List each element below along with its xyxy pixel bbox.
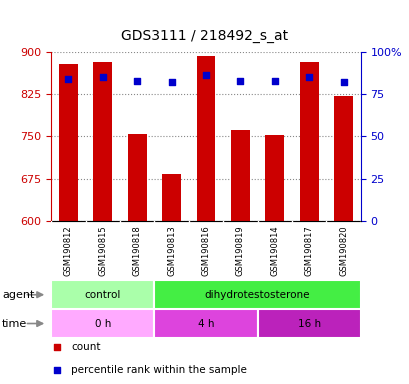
Text: 0 h: 0 h xyxy=(94,318,111,329)
Bar xyxy=(154,280,360,309)
Bar xyxy=(230,129,249,221)
Text: 16 h: 16 h xyxy=(297,318,320,329)
Text: GSM190815: GSM190815 xyxy=(98,225,107,276)
Bar xyxy=(333,96,352,221)
Point xyxy=(305,74,312,80)
Text: count: count xyxy=(71,342,101,352)
Point xyxy=(202,73,209,79)
Point xyxy=(65,76,72,82)
Bar xyxy=(257,309,360,338)
Text: control: control xyxy=(84,290,121,300)
Text: time: time xyxy=(2,318,27,329)
Text: GSM190812: GSM190812 xyxy=(64,225,73,276)
Bar xyxy=(51,309,154,338)
Text: GSM190820: GSM190820 xyxy=(338,225,347,276)
Text: GSM190817: GSM190817 xyxy=(304,225,313,276)
Text: GSM190813: GSM190813 xyxy=(167,225,176,276)
Text: GDS3111 / 218492_s_at: GDS3111 / 218492_s_at xyxy=(121,30,288,43)
Text: GSM190819: GSM190819 xyxy=(235,225,244,276)
Bar xyxy=(51,280,154,309)
Bar xyxy=(59,64,78,221)
Bar xyxy=(265,135,283,221)
Bar xyxy=(93,62,112,221)
Point xyxy=(54,366,61,372)
Point xyxy=(99,74,106,80)
Text: 4 h: 4 h xyxy=(197,318,214,329)
Bar xyxy=(196,56,215,221)
Bar xyxy=(154,309,257,338)
Point xyxy=(168,79,175,85)
Point xyxy=(54,344,61,350)
Point xyxy=(134,78,140,84)
Point xyxy=(236,78,243,84)
Text: percentile rank within the sample: percentile rank within the sample xyxy=(71,364,247,375)
Point xyxy=(271,78,277,84)
Bar xyxy=(162,174,181,221)
Text: GSM190814: GSM190814 xyxy=(270,225,279,276)
Bar xyxy=(128,134,146,221)
Text: dihydrotestosterone: dihydrotestosterone xyxy=(204,290,310,300)
Text: GSM190818: GSM190818 xyxy=(133,225,142,276)
Text: GSM190816: GSM190816 xyxy=(201,225,210,276)
Point xyxy=(339,79,346,85)
Bar xyxy=(299,62,318,221)
Text: agent: agent xyxy=(2,290,34,300)
